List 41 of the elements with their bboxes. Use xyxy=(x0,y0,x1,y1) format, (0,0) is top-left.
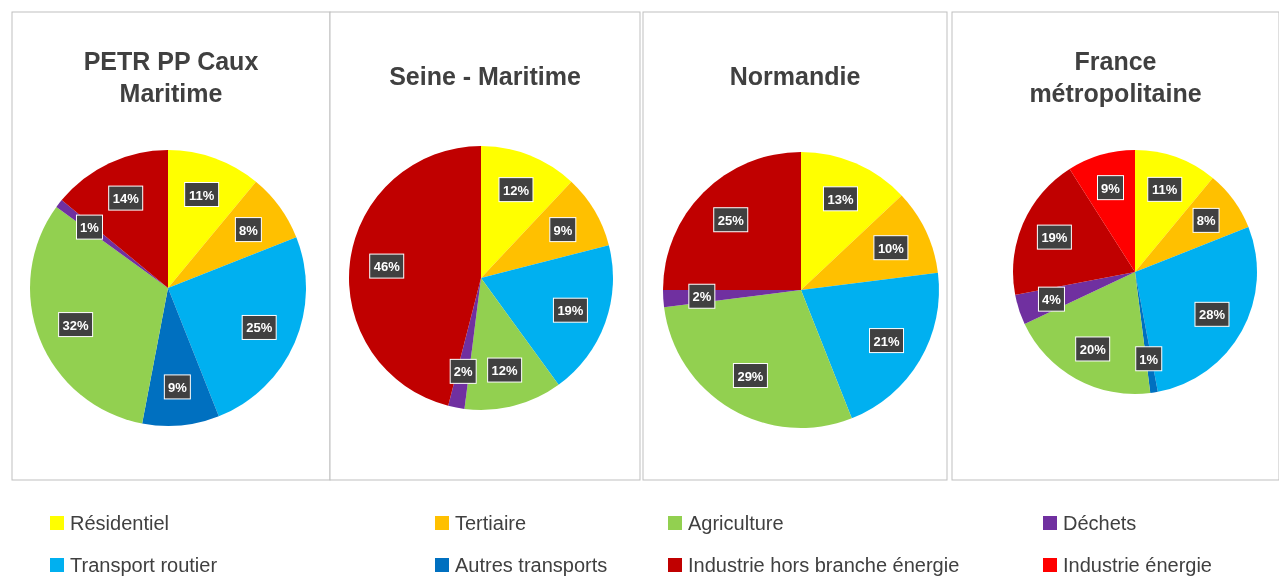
data-label: 21% xyxy=(873,333,900,349)
data-label: 19% xyxy=(1041,230,1068,246)
legend-label: Résidentiel xyxy=(70,512,169,534)
chart-title: Normandie xyxy=(729,62,861,90)
pie-slice xyxy=(1013,168,1135,295)
legend-label: Industrie énergie xyxy=(1063,554,1212,576)
data-label: 9% xyxy=(1101,180,1121,196)
chart-title: France métropolitaine xyxy=(1029,47,1202,107)
data-label: 2% xyxy=(453,364,474,380)
pie-slice xyxy=(1135,227,1257,392)
data-label: 25% xyxy=(246,320,273,336)
data-label: 32% xyxy=(62,317,90,333)
data-label: 29% xyxy=(737,368,764,384)
data-label: 25% xyxy=(717,212,745,228)
data-label: 10% xyxy=(877,240,905,256)
data-label: 8% xyxy=(238,222,259,238)
data-label: 19% xyxy=(557,303,584,319)
chart-title: Seine - Maritime xyxy=(389,62,581,90)
data-label: 11% xyxy=(1152,182,1178,198)
data-label: 28% xyxy=(1198,307,1226,323)
data-label: 9% xyxy=(167,379,188,395)
data-label: 11% xyxy=(189,187,215,203)
data-label: 46% xyxy=(373,259,401,275)
legend-label: Autres transports xyxy=(455,554,608,576)
data-label: 13% xyxy=(827,191,854,207)
legend-label: Transport routier xyxy=(70,554,218,576)
legend-label: Industrie hors branche énergie xyxy=(688,554,960,576)
legend-label: Tertiaire xyxy=(455,512,527,534)
legend-label: Déchets xyxy=(1063,512,1137,534)
data-label: 1% xyxy=(80,220,100,236)
data-label: 12% xyxy=(491,363,519,379)
data-label: 2% xyxy=(692,289,712,305)
data-label: 20% xyxy=(1079,341,1107,357)
data-label: 8% xyxy=(1196,213,1216,229)
chart-title: PETR PP Caux Maritime xyxy=(83,47,259,107)
data-label: 12% xyxy=(502,182,530,198)
data-label: 9% xyxy=(553,222,573,238)
legend-label: Agriculture xyxy=(688,512,784,534)
data-label: 4% xyxy=(1042,292,1062,308)
data-label: 14% xyxy=(112,191,140,207)
data-label: 1% xyxy=(1139,351,1159,367)
